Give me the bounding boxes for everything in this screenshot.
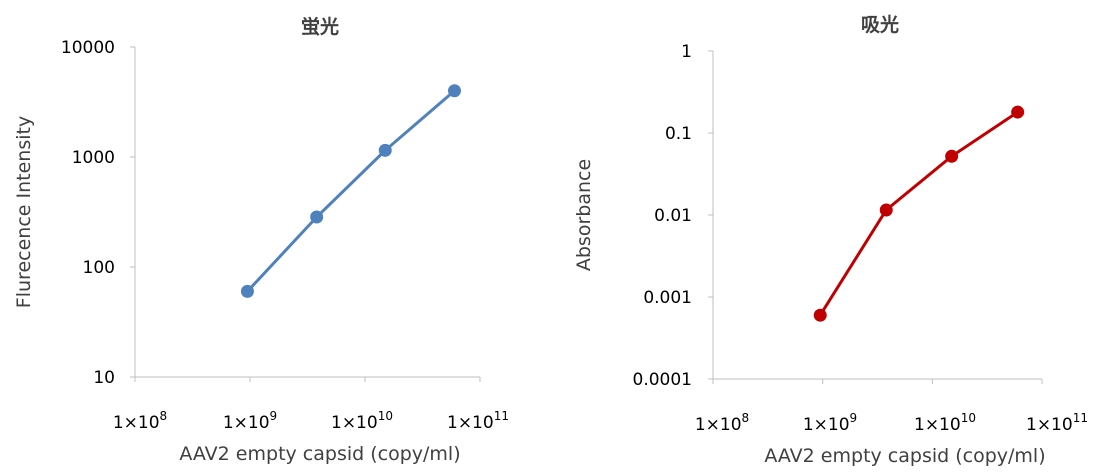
x-tick-exponent: 11 (1073, 411, 1088, 425)
x-tick-label: 1×108 (113, 409, 167, 433)
x-axis-title: AAV2 empty capsid (copy/ml) (764, 445, 1045, 467)
y-tick-label: 0.1 (665, 124, 692, 144)
series-line (818, 110, 1019, 316)
data-point (310, 210, 324, 224)
data-point (1011, 105, 1025, 119)
x-tick-exponent: 9 (270, 409, 278, 423)
x-tick-base: 1×10 (113, 413, 160, 433)
x-tick-label: 1×108 (695, 411, 749, 435)
data-point (447, 84, 461, 98)
x-tick-base: 1×10 (914, 415, 961, 435)
x-tick-label: 1×109 (803, 411, 857, 435)
x-tick-base: 1×10 (331, 413, 378, 433)
x-tick-exponent: 8 (742, 411, 750, 425)
y-axis-title: Absorbance (573, 159, 595, 271)
y-tick-label: 100 (83, 258, 115, 278)
y-tick-label: 10 (93, 368, 115, 388)
x-tick-base: 1×10 (223, 413, 270, 433)
x-tick-label: 1×1010 (331, 409, 393, 433)
x-tick-label: 1×1011 (447, 409, 509, 433)
x-tick-base: 1×10 (695, 415, 742, 435)
x-tick-base: 1×10 (1026, 415, 1073, 435)
data-point (879, 203, 893, 217)
x-axis-title: AAV2 empty capsid (copy/ml) (179, 443, 460, 465)
x-tick-exponent: 10 (378, 409, 393, 423)
data-point (813, 308, 827, 322)
y-tick-label: 1000 (72, 148, 115, 168)
y-tick-label: 0.001 (643, 288, 692, 308)
x-tick-base: 1×10 (447, 413, 494, 433)
data-point (378, 143, 392, 157)
data-point (240, 284, 254, 298)
y-tick-label: 0.0001 (633, 370, 692, 390)
y-tick-label: 0.01 (654, 206, 692, 226)
data-point (945, 149, 959, 163)
x-tick-exponent: 9 (850, 411, 858, 425)
x-tick-label: 1×1010 (914, 411, 976, 435)
series-line (246, 89, 456, 293)
x-tick-label: 1×1011 (1026, 411, 1088, 435)
x-tick-exponent: 8 (160, 409, 168, 423)
x-tick-base: 1×10 (803, 415, 850, 435)
y-axis-title: Flurecence Intensity (13, 116, 35, 308)
x-tick-exponent: 11 (494, 409, 509, 423)
chart-title: 吸光 (861, 13, 899, 36)
x-tick-exponent: 10 (961, 411, 976, 425)
chart-title: 蛍光 (301, 15, 339, 38)
y-tick-label: 1 (681, 42, 692, 62)
x-tick-label: 1×109 (223, 409, 277, 433)
y-tick-label: 10000 (61, 38, 115, 58)
